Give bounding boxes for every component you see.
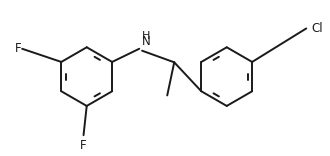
Text: N: N bbox=[142, 35, 151, 48]
Text: F: F bbox=[15, 42, 21, 55]
Text: Cl: Cl bbox=[311, 22, 323, 35]
Text: H: H bbox=[142, 31, 150, 41]
Text: F: F bbox=[80, 139, 87, 152]
